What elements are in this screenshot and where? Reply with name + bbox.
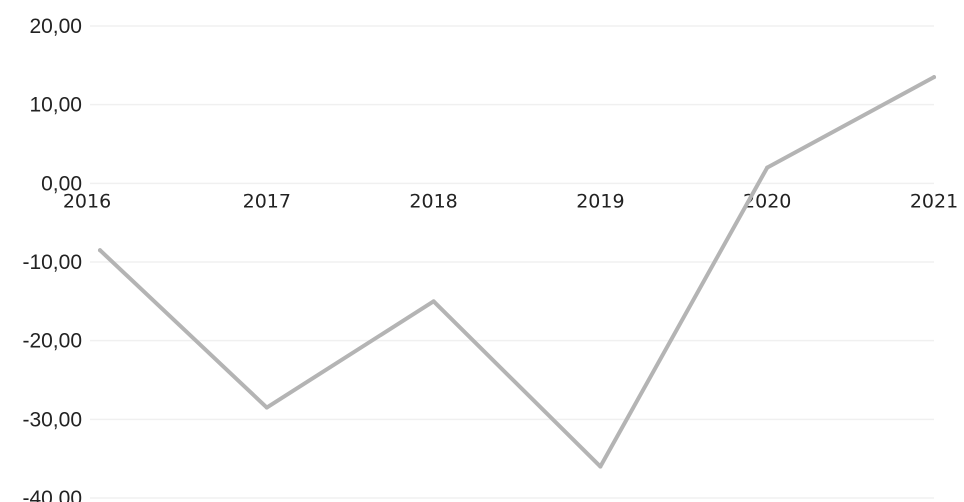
gridlines [90, 25, 934, 499]
data-point [765, 165, 770, 170]
y-tick-label: -40,00 [22, 487, 82, 502]
x-axis-ticks: 2016 2017 2018 2019 2020 2021 [63, 190, 958, 212]
y-axis-ticks: 20,00 10,00 0,00 -10,00 -20,00 -30,00 -40,00 [22, 15, 82, 502]
data-point [264, 405, 269, 410]
x-tick-label: 2020 [743, 190, 791, 212]
data-point [98, 248, 102, 253]
y-tick-label: 20,00 [29, 15, 82, 38]
x-tick-label: 2021 [910, 190, 958, 212]
series-layer [98, 75, 936, 469]
x-tick-label: 2016 [63, 190, 111, 212]
y-tick-label: -10,00 [22, 251, 82, 274]
y-tick-label: -20,00 [22, 330, 82, 353]
y-tick-label: 10,00 [29, 94, 82, 117]
data-point [932, 75, 936, 80]
data-point [431, 299, 436, 304]
x-tick-label: 2018 [409, 190, 457, 212]
y-tick-label: -30,00 [22, 408, 82, 431]
y-tick-label: 0,00 [41, 172, 82, 195]
data-point [598, 464, 603, 469]
x-tick-label: 2019 [576, 190, 624, 212]
x-tick-label: 2017 [243, 190, 291, 212]
series-line [98, 75, 936, 469]
